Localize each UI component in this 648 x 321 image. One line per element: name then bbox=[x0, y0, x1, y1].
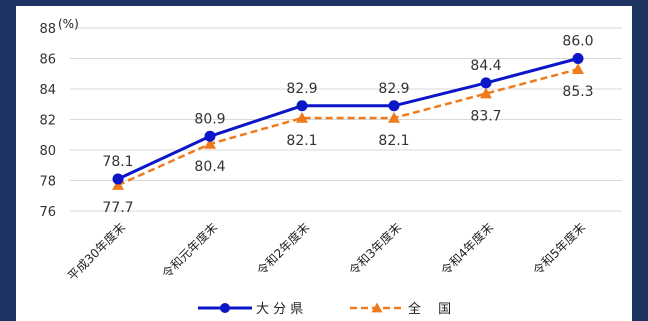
data-point bbox=[388, 100, 400, 112]
y-tick-label: 82 bbox=[39, 114, 56, 129]
x-category-label: 令和3年度末 bbox=[346, 220, 404, 278]
legend-marker bbox=[371, 302, 383, 313]
y-tick-label: 88 bbox=[39, 22, 56, 37]
data-point bbox=[388, 111, 400, 123]
data-label: 84.4 bbox=[470, 58, 501, 74]
data-point bbox=[204, 137, 216, 149]
data-point bbox=[296, 100, 308, 112]
data-label: 80.4 bbox=[194, 159, 225, 175]
y-tick-label: 76 bbox=[39, 205, 56, 220]
data-label: 82.1 bbox=[378, 133, 409, 149]
y-tick-label: 86 bbox=[39, 53, 56, 68]
x-category-label: 令和4年度末 bbox=[438, 220, 496, 278]
line-chart: 76 78 80 82 84 86 88 平成30年度末 令和元年度末 令和2年度末 令和3年度末… bbox=[39, 17, 622, 317]
legend: 大 分 県全 国 bbox=[198, 301, 451, 317]
data-label: 85.3 bbox=[562, 84, 593, 100]
grid bbox=[70, 27, 622, 212]
data-label: 82.9 bbox=[378, 81, 409, 97]
data-label: 83.7 bbox=[470, 109, 501, 125]
series-lines bbox=[112, 53, 584, 190]
data-labels: 78.1 80.9 82.9 82.9 84.4 86.0 77.7 80.4 82.1 82.1… bbox=[102, 34, 593, 217]
y-tick-label: 84 bbox=[39, 83, 56, 98]
y-axis-ticks: 76 78 80 82 84 86 88 bbox=[39, 22, 56, 220]
x-category-label: 平成30年度末 bbox=[64, 220, 128, 284]
series-line-1 bbox=[117, 67, 579, 187]
x-axis-categories: 平成30年度末 令和元年度末 令和2年度末 令和3年度末 令和4年度末 令和5年度末 bbox=[64, 220, 588, 284]
data-point bbox=[480, 87, 492, 99]
legend-label: 全 国 bbox=[408, 301, 451, 317]
data-label: 77.7 bbox=[102, 200, 133, 216]
y-unit-label: (%) bbox=[58, 17, 79, 31]
data-label: 78.1 bbox=[102, 154, 133, 170]
data-point bbox=[204, 130, 216, 142]
data-point bbox=[480, 77, 492, 89]
data-label: 82.1 bbox=[286, 133, 317, 149]
data-point bbox=[572, 63, 584, 74]
legend-label: 大 分 県 bbox=[256, 302, 303, 317]
data-point bbox=[296, 111, 308, 123]
chart-frame: 76 78 80 82 84 86 88 平成30年度末 令和元年度末 令和2年度末 令和3年度末… bbox=[16, 6, 632, 321]
data-label: 80.9 bbox=[194, 111, 225, 127]
y-tick-label: 78 bbox=[39, 175, 56, 190]
x-category-label: 令和5年度末 bbox=[530, 220, 588, 278]
data-point bbox=[112, 173, 124, 185]
data-point bbox=[572, 53, 584, 64]
y-tick-label: 80 bbox=[39, 144, 56, 159]
data-label: 86.0 bbox=[562, 34, 593, 50]
series-line-0 bbox=[117, 57, 579, 181]
legend-marker bbox=[220, 303, 230, 313]
data-label: 82.9 bbox=[286, 81, 317, 97]
x-category-label: 令和元年度末 bbox=[159, 220, 221, 282]
x-category-label: 令和2年度末 bbox=[254, 220, 312, 278]
